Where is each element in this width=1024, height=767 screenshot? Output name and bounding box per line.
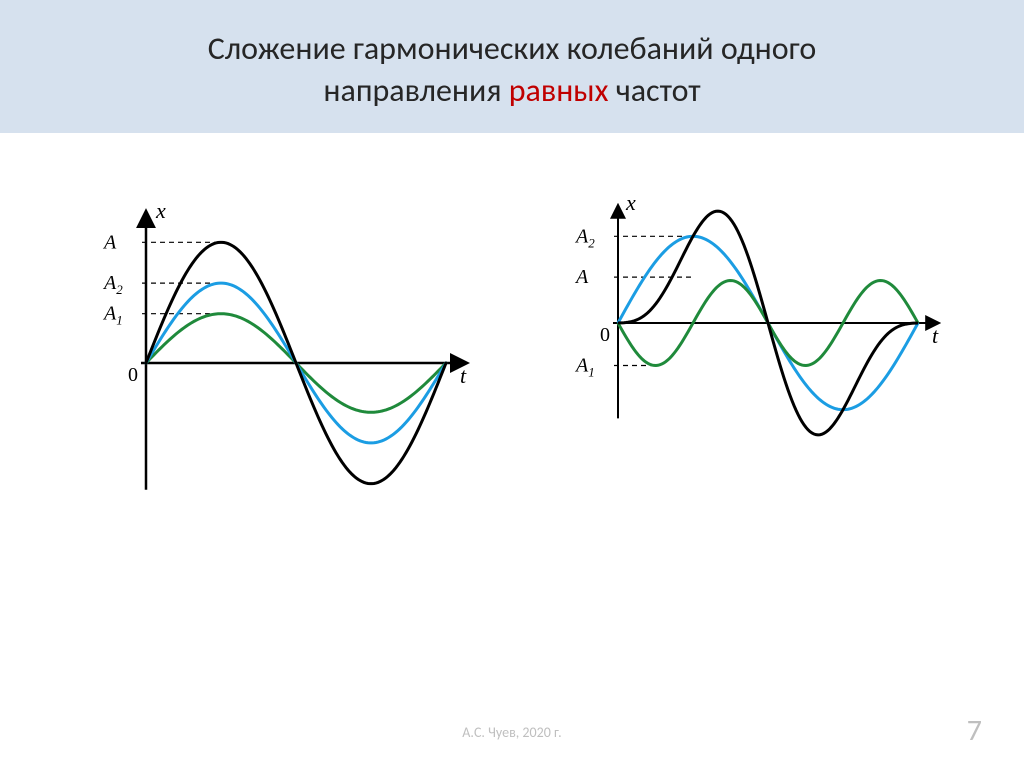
page-number: 7 — [967, 712, 982, 749]
title-line2: направления равных частот — [60, 70, 964, 112]
chart-left: x t 0 A A2 A1 — [76, 163, 476, 493]
svg-text:x: x — [155, 198, 166, 223]
svg-text:A2: A2 — [574, 225, 595, 250]
svg-text:0: 0 — [600, 324, 610, 346]
svg-text:A1: A1 — [574, 355, 595, 380]
charts-row: x t 0 A A2 A1 x t 0 A2 A A1 — [0, 133, 1024, 493]
chart-right: x t 0 A2 A A1 — [548, 163, 948, 443]
chart-right-box: x t 0 A2 A A1 — [532, 163, 964, 443]
title-line1: Сложение гармонических колебаний одного — [60, 28, 964, 70]
svg-text:A1: A1 — [102, 303, 123, 328]
svg-text:x: x — [625, 190, 636, 215]
svg-text:t: t — [460, 363, 467, 388]
svg-text:A2: A2 — [102, 272, 123, 297]
footer-credit: А.С. Чуев, 2020 г. — [0, 724, 1024, 741]
title-bar: Сложение гармонических колебаний одного … — [0, 0, 1024, 133]
chart-left-box: x t 0 A A2 A1 — [60, 163, 492, 493]
svg-text:A: A — [102, 231, 117, 253]
svg-text:A: A — [574, 266, 589, 288]
svg-text:0: 0 — [128, 364, 138, 386]
svg-text:t: t — [932, 323, 939, 348]
